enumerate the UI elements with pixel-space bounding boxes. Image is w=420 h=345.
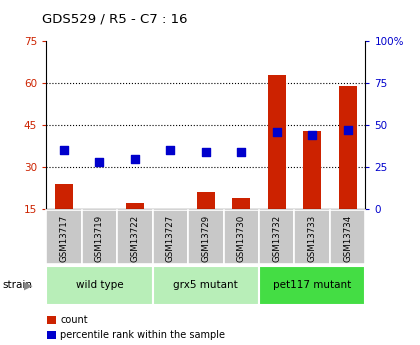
Point — [96, 159, 103, 165]
Bar — [268, 75, 286, 209]
Text: GSM13730: GSM13730 — [237, 215, 246, 262]
Text: wild type: wild type — [76, 280, 123, 290]
Point — [167, 147, 174, 153]
Text: GSM13727: GSM13727 — [166, 215, 175, 262]
Bar — [223, 210, 259, 264]
Bar — [232, 198, 250, 209]
Text: GSM13734: GSM13734 — [343, 215, 352, 262]
Text: GSM13732: GSM13732 — [272, 215, 281, 262]
Legend: count, percentile rank within the sample: count, percentile rank within the sample — [47, 315, 226, 340]
Bar — [91, 209, 108, 211]
Text: grx5 mutant: grx5 mutant — [173, 280, 238, 290]
Text: GSM13722: GSM13722 — [130, 215, 139, 262]
Bar — [152, 266, 259, 305]
Text: ▶: ▶ — [24, 280, 32, 290]
Text: GSM13733: GSM13733 — [308, 215, 317, 262]
Text: GSM13717: GSM13717 — [60, 215, 68, 262]
Point — [309, 132, 315, 138]
Bar — [46, 210, 81, 264]
Bar — [117, 210, 152, 264]
Point — [202, 149, 209, 155]
Bar — [339, 86, 357, 209]
Point — [344, 127, 351, 133]
Text: strain: strain — [2, 280, 32, 290]
Text: pet117 mutant: pet117 mutant — [273, 280, 351, 290]
Bar — [126, 203, 144, 209]
Bar — [303, 131, 321, 209]
Point — [131, 156, 138, 161]
Point — [238, 149, 244, 155]
Bar — [188, 210, 223, 264]
Bar — [81, 210, 117, 264]
Bar — [55, 184, 73, 209]
Bar — [294, 210, 330, 264]
Bar — [152, 210, 188, 264]
Text: GSM13719: GSM13719 — [95, 215, 104, 262]
Bar — [46, 266, 152, 305]
Text: GSM13729: GSM13729 — [201, 215, 210, 262]
Bar — [259, 266, 365, 305]
Bar — [330, 210, 365, 264]
Bar — [197, 192, 215, 209]
Text: GDS529 / R5 - C7 : 16: GDS529 / R5 - C7 : 16 — [42, 13, 187, 26]
Bar — [161, 209, 179, 214]
Point — [60, 147, 67, 153]
Bar — [259, 210, 294, 264]
Point — [273, 129, 280, 135]
